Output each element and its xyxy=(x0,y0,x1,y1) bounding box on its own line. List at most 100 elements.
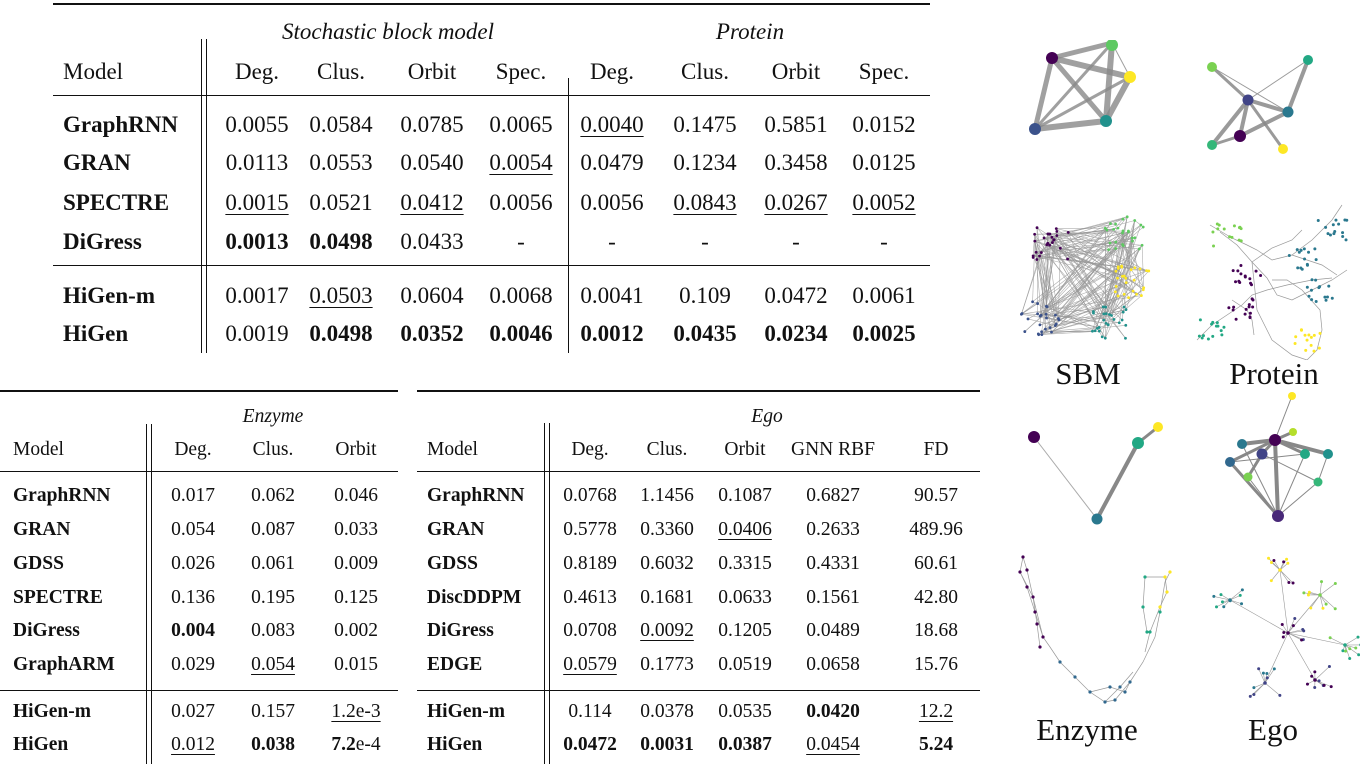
table-cell: 0.0052 xyxy=(852,190,916,215)
table-cell: 0.157 xyxy=(251,701,295,722)
table-cell: 0.3458 xyxy=(764,150,828,175)
table-cell: 0.1681 xyxy=(640,587,694,608)
column-header: Spec. xyxy=(495,59,547,84)
table-cell: 0.0553 xyxy=(309,150,373,175)
table-cell: 0.195 xyxy=(251,587,295,608)
ego-top-rule xyxy=(417,390,980,392)
table-cell: 0.029 xyxy=(171,654,215,675)
table-cell: 0.0584 xyxy=(309,112,373,137)
table-cell: 0.0125 xyxy=(852,150,916,175)
table-cell: 0.3360 xyxy=(640,519,694,540)
graph-label-ego: Ego xyxy=(1248,712,1298,747)
table-cell: 0.0420 xyxy=(806,701,860,722)
table-cell: 0.125 xyxy=(334,587,378,608)
table-cell: 0.2633 xyxy=(806,519,860,540)
table-cell: 0.054 xyxy=(171,519,215,540)
table-cell: 0.012 xyxy=(171,734,215,755)
table-cell: 0.0785 xyxy=(400,112,464,137)
table-cell: 0.0061 xyxy=(852,283,916,308)
table-cell: 0.0433 xyxy=(400,229,464,254)
column-header: Clus. xyxy=(646,439,688,460)
table-cell: - xyxy=(880,229,888,254)
row-model-name: GRAN xyxy=(63,150,131,175)
column-header: FD xyxy=(923,439,949,460)
table-cell: 0.083 xyxy=(251,620,295,641)
table-cell: 0.6827 xyxy=(806,485,860,506)
table-cell: 0.0012 xyxy=(580,321,644,346)
table-cell: 0.0065 xyxy=(489,112,553,137)
table-cell: 0.0056 xyxy=(489,190,553,215)
table-cell: 0.0489 xyxy=(806,620,860,641)
table-cell: 0.0019 xyxy=(225,321,289,346)
column-header: Clus. xyxy=(252,439,294,460)
row-model-name: GraphARM xyxy=(13,654,115,675)
column-header: Deg. xyxy=(571,439,609,460)
table-cell: 0.0472 xyxy=(764,283,828,308)
row-model-name: DiGress xyxy=(63,229,142,254)
column-header: Clus. xyxy=(317,59,365,84)
row-model-name: DiGress xyxy=(13,620,80,641)
table-cell: 0.0498 xyxy=(309,229,373,254)
table-cell: 0.5851 xyxy=(764,112,828,137)
protein-fine-graph-image xyxy=(1196,204,1349,360)
row-model-name: HiGen xyxy=(13,734,69,755)
table-cell: 0.0498 xyxy=(309,321,373,346)
row-model-name: HiGen-m xyxy=(427,701,505,722)
enzyme-separator-a xyxy=(146,424,148,764)
graph-label-sbm: SBM xyxy=(1055,356,1121,391)
table-cell: 0.0435 xyxy=(673,321,737,346)
row-model-name: GraphRNN xyxy=(63,112,179,137)
table-cell: 0.0013 xyxy=(225,229,289,254)
ego-coarse-graph-image xyxy=(1225,392,1333,522)
enzyme-fine-graph-image xyxy=(1018,555,1172,704)
row-model-name: DiGress xyxy=(427,620,494,641)
table-cell: 0.0068 xyxy=(489,283,553,308)
ego-header-rule xyxy=(417,471,980,473)
column-header: GNN RBF xyxy=(791,439,875,460)
table-cell: 0.0521 xyxy=(309,190,373,215)
table-cell: 0.0056 xyxy=(580,190,644,215)
table-cell: 0.0352 xyxy=(400,321,464,346)
column-header: Orbit xyxy=(771,59,821,84)
enzyme-top-rule xyxy=(0,390,398,392)
table-cell: 0.004 xyxy=(171,620,215,641)
table-cell: 0.1561 xyxy=(806,587,860,608)
table-cell: 0.061 xyxy=(251,553,295,574)
table-cell: 0.0031 xyxy=(640,734,694,755)
row-model-name: GraphRNN xyxy=(427,485,525,506)
table-cell: 0.0046 xyxy=(489,321,553,346)
table-cell: 0.0406 xyxy=(718,519,772,540)
table-cell: 0.0040 xyxy=(580,112,644,137)
table-cell: 0.3315 xyxy=(718,553,772,574)
table-cell: 0.0025 xyxy=(852,321,916,346)
group-header-protein: Protein xyxy=(715,19,785,44)
table-cell: 0.1773 xyxy=(640,654,694,675)
table-cell: 0.033 xyxy=(334,519,378,540)
row-model-name: EDGE xyxy=(427,654,483,675)
row-model-name: SPECTRE xyxy=(13,587,103,608)
table-cell: 5.24 xyxy=(918,734,954,755)
table-cell: 15.76 xyxy=(914,654,958,675)
table-cell: - xyxy=(517,229,525,254)
row-model-name: SPECTRE xyxy=(63,190,170,215)
ego-separator-a xyxy=(544,423,546,764)
table-cell: 0.136 xyxy=(171,587,215,608)
row-model-name: GDSS xyxy=(427,553,478,574)
table-cell: 0.038 xyxy=(251,734,295,755)
table-cell: 0.087 xyxy=(251,519,295,540)
table-cell: 0.0519 xyxy=(718,654,772,675)
table-cell: 0.0041 xyxy=(580,283,644,308)
row-model-name: GRAN xyxy=(427,519,485,540)
column-header: Orbit xyxy=(335,439,377,460)
table-cell: 0.0234 xyxy=(764,321,828,346)
table-cell: 42.80 xyxy=(914,587,958,608)
enzyme-column-header-model: Model xyxy=(13,439,64,460)
table-cell: 0.0015 xyxy=(225,190,289,215)
table-cell: 0.0092 xyxy=(640,620,694,641)
table-cell: 0.109 xyxy=(679,283,731,308)
table-cell: 0.015 xyxy=(334,654,378,675)
table-cell: 0.0535 xyxy=(718,701,772,722)
table-cell: 7.2e-4 xyxy=(331,734,381,755)
group-header-sbm: Stochastic block model xyxy=(281,19,495,44)
table-cell: 0.0267 xyxy=(764,190,828,215)
